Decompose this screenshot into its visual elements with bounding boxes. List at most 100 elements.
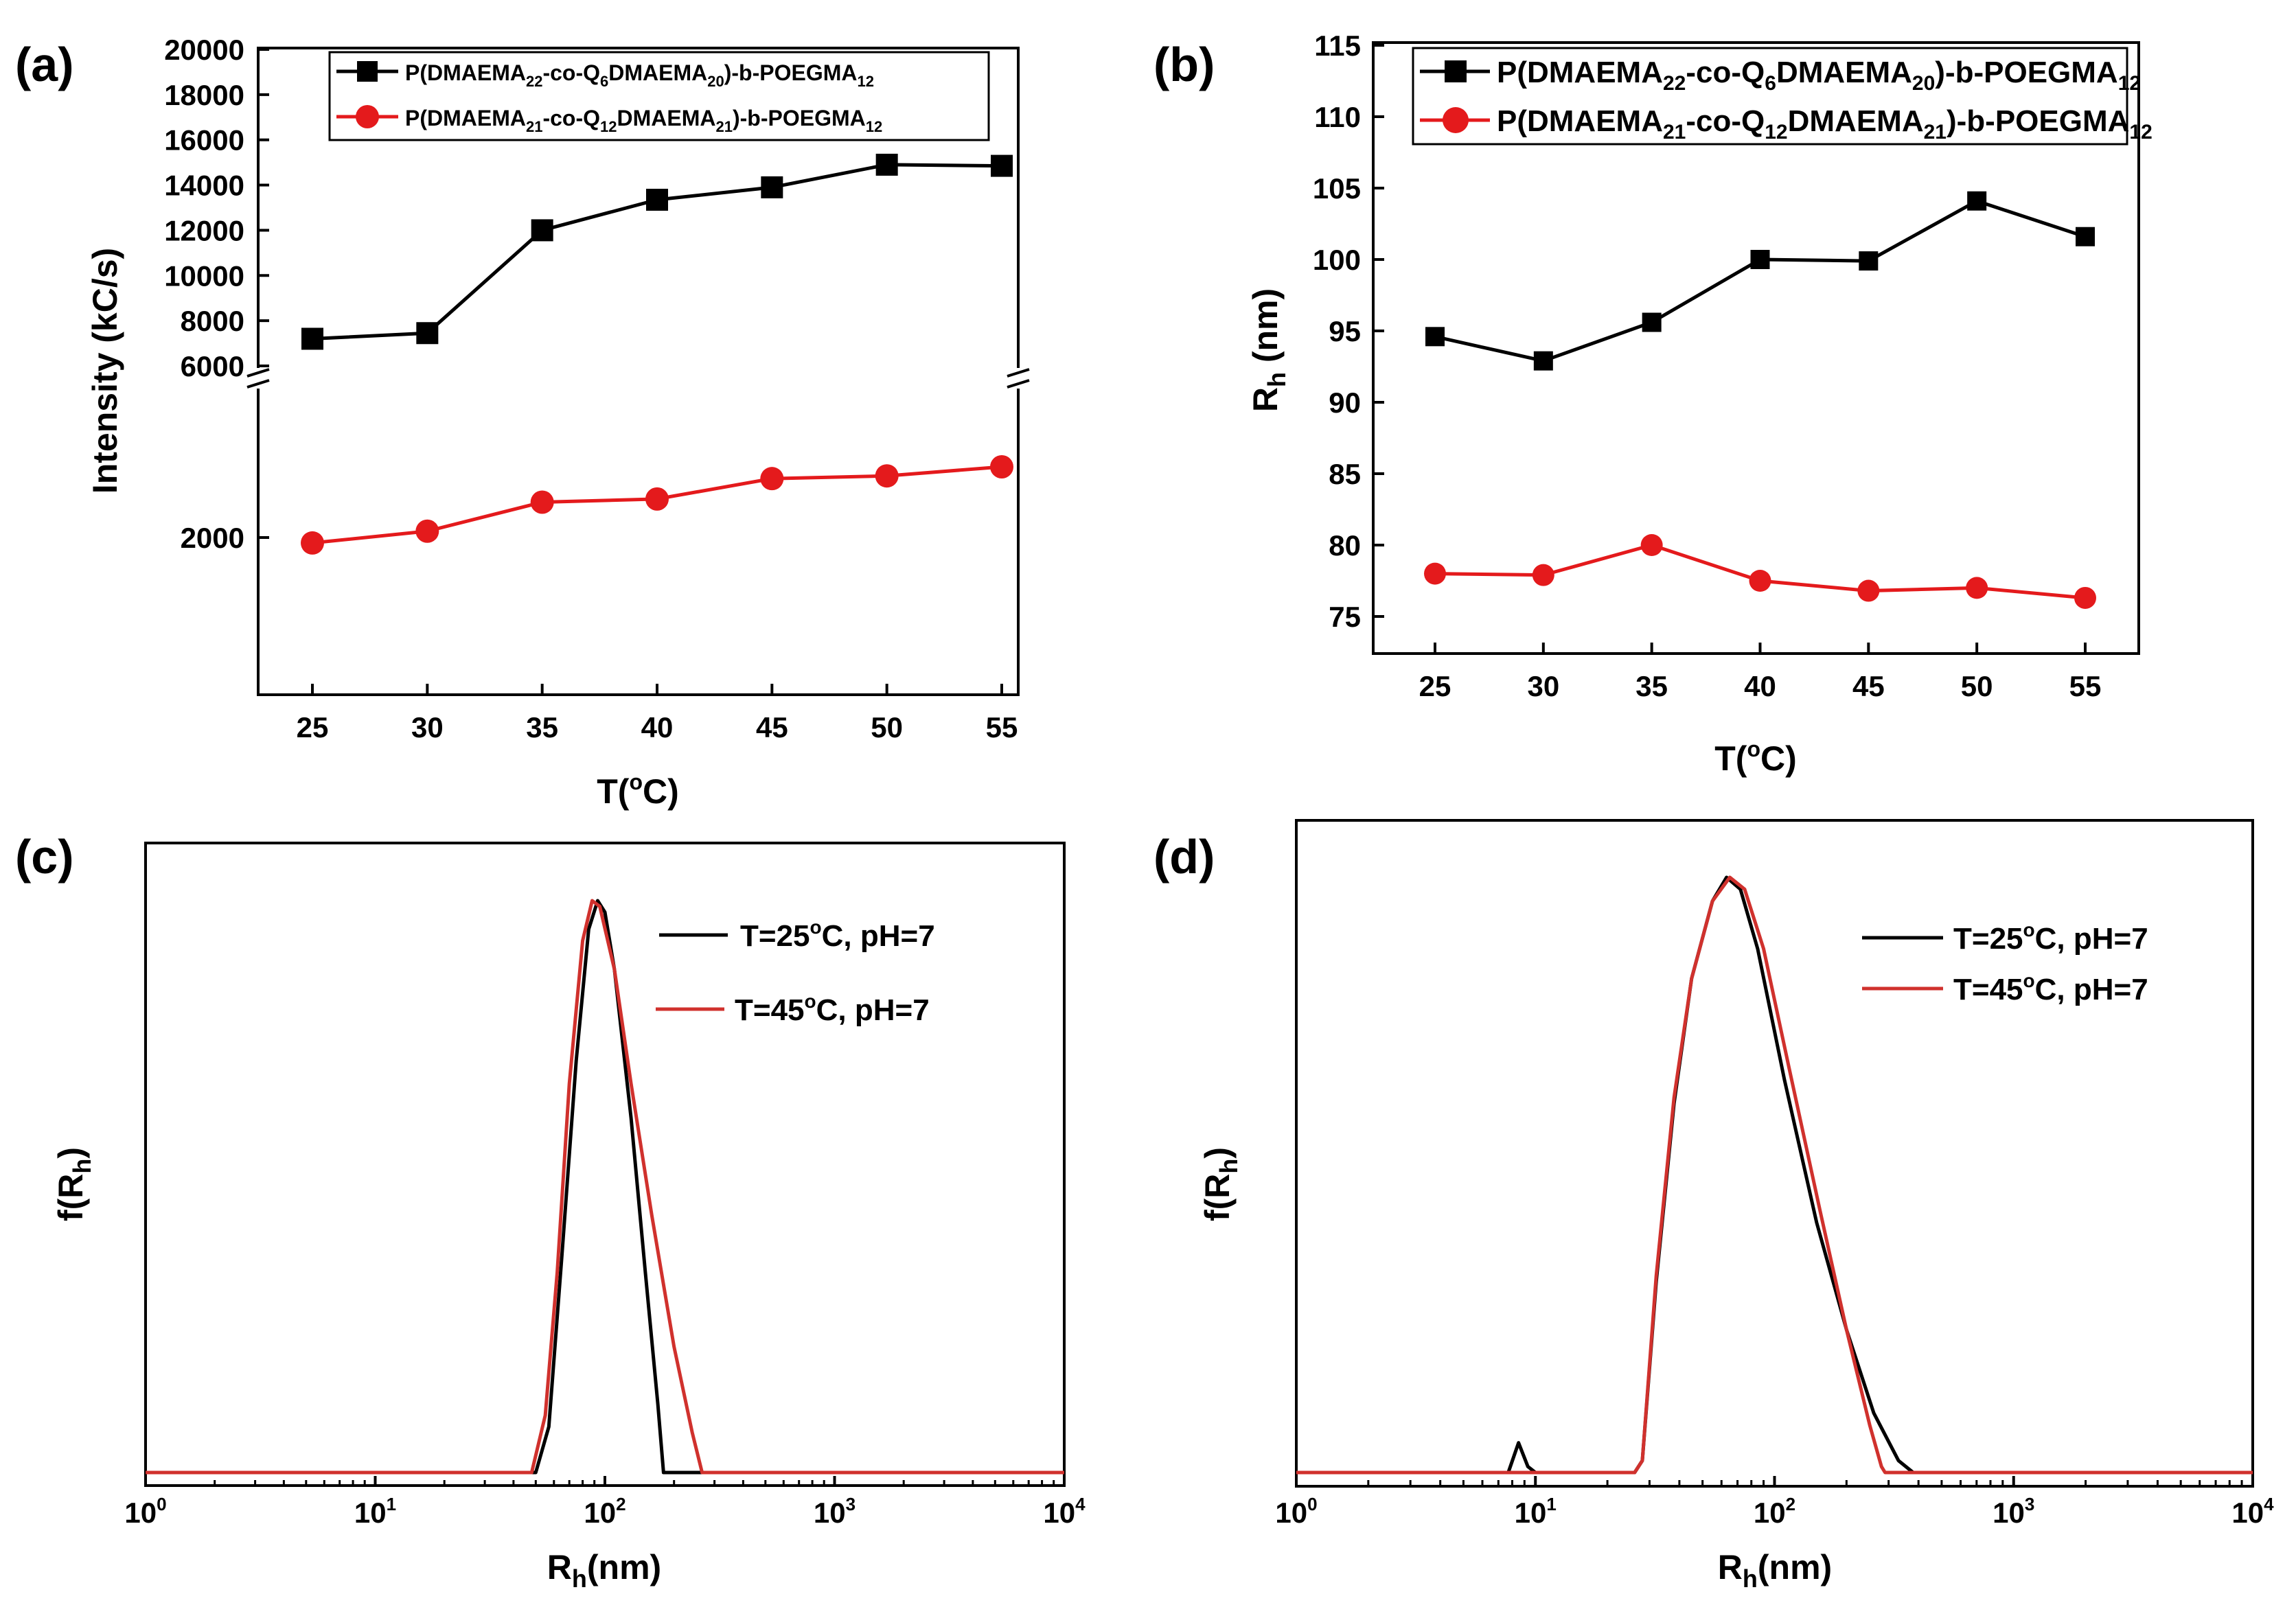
distribution-curve — [146, 899, 1064, 1475]
y-tick-label: 80 — [1329, 529, 1361, 562]
series-line — [1434, 199, 2086, 363]
distribution-curve — [1296, 875, 2253, 1475]
panel-a-xlabel: T(oC) — [597, 770, 679, 811]
data-point-square — [646, 188, 668, 211]
data-point-square — [2076, 227, 2095, 246]
data-point-square — [1750, 250, 1770, 269]
distribution-curve — [1296, 875, 2253, 1475]
panel-a-series — [301, 153, 1013, 555]
panel-b-frame — [1372, 41, 2140, 655]
legend-circle-marker — [1443, 107, 1469, 133]
panel-c-xlabel: Rh(nm) — [547, 1548, 661, 1593]
panel-b-y-ticks: 75 80 85 90 95 100 105 110 115 — [1313, 30, 1384, 633]
data-point-circle — [645, 487, 669, 511]
panel-a-frame — [257, 47, 1020, 696]
panel-b-x-ticks: 25 30 35 40 45 50 55 — [1419, 643, 2101, 702]
panel-c: (c) 100 101 102 103 104 f(Rh) Rh(nm) T=25oC,… — [15, 830, 1086, 1593]
panel-b-legend: P(DMAEMA22-co-Q6DMAEMA20)-b-POEGMA12 P(D… — [1412, 47, 2152, 146]
y-tick-label: 75 — [1329, 601, 1361, 633]
panel-a-label: (a) — [15, 38, 74, 91]
data-point-circle — [2074, 586, 2096, 609]
x-tick-label: 102 — [1754, 1494, 1795, 1529]
panel-d-frame — [1295, 819, 2254, 1488]
data-point-circle — [1966, 577, 1988, 599]
x-tick-label: 40 — [641, 711, 674, 743]
panel-d-series — [1296, 875, 2253, 1475]
x-tick-label: 50 — [871, 711, 903, 743]
panel-b-xlabel: T(oC) — [1714, 737, 1797, 778]
data-point-square — [416, 322, 439, 345]
panel-a-legend-entry-2: P(DMAEMA21-co-Q12DMAEMA21)-b-POEGMA12 — [405, 106, 882, 135]
panel-b-label: (b) — [1153, 38, 1215, 91]
x-tick-label: 103 — [1993, 1494, 2034, 1529]
panel-d-x-ticks: 100 101 102 103 104 — [1275, 1476, 2274, 1529]
y-tick-label: 90 — [1329, 386, 1361, 419]
x-tick-label: 45 — [756, 711, 788, 743]
y-tick-label: 2000 — [181, 522, 244, 554]
x-tick-label: 100 — [124, 1494, 166, 1529]
y-tick-label: 20000 — [164, 34, 244, 66]
panel-c-legend-entry-2: T=45oC, pH=7 — [735, 991, 930, 1027]
x-tick-label: 104 — [1043, 1494, 1086, 1529]
data-point-square — [1533, 351, 1553, 371]
panel-c-x-ticks: 100 101 102 103 104 — [124, 1476, 1086, 1529]
panel-c-legend-entry-1: T=25oC, pH=7 — [740, 916, 935, 953]
x-tick-label: 101 — [1515, 1494, 1557, 1529]
data-point-circle — [415, 519, 439, 543]
x-tick-label: 35 — [526, 711, 558, 743]
data-point-square — [531, 219, 553, 242]
data-point-square — [1642, 312, 1662, 332]
panel-b-legend-entry-2: P(DMAEMA21-co-Q12DMAEMA21)-b-POEGMA12 — [1497, 104, 2152, 143]
y-tick-label: 105 — [1313, 172, 1361, 205]
panel-a-x-ticks: 25 30 35 40 45 50 55 — [297, 684, 1018, 743]
y-tick-label: 18000 — [164, 79, 244, 111]
panel-c-label: (c) — [15, 830, 74, 884]
x-tick-label: 103 — [814, 1494, 856, 1529]
panel-a-legend-box — [328, 51, 990, 141]
x-tick-label: 25 — [297, 711, 329, 743]
x-tick-label: 104 — [2231, 1494, 2274, 1529]
y-tick-label: 95 — [1329, 315, 1361, 347]
data-point-square — [1425, 327, 1445, 347]
y-tick-label: 14000 — [164, 170, 244, 202]
panel-a-legend: P(DMAEMA22-co-Q6DMAEMA20)-b-POEGMA12 P(D… — [328, 51, 990, 141]
x-tick-label: 101 — [354, 1494, 396, 1529]
panel-b-ylabel: Rh (nm) — [1246, 288, 1291, 412]
y-tick-label: 100 — [1313, 244, 1361, 276]
data-point-circle — [530, 490, 554, 514]
data-point-square — [761, 176, 783, 198]
panel-b-legend-entry-1: P(DMAEMA22-co-Q6DMAEMA20)-b-POEGMA12 — [1497, 56, 2141, 95]
x-tick-label: 30 — [1527, 670, 1559, 702]
data-point-circle — [301, 531, 324, 555]
panel-a-ylabel: Intensity (kC/s) — [86, 248, 124, 494]
panel-a-y-ticks: 6000 8000 10000 12000 14000 16000 18000 20000 20… — [164, 34, 269, 554]
panel-b-series — [1424, 191, 2096, 609]
data-point-square — [875, 153, 898, 176]
panel-a-axis-break — [246, 368, 1031, 389]
y-tick-label: 6000 — [181, 350, 244, 382]
panel-b-legend-box — [1412, 47, 2128, 146]
data-point-circle — [1749, 570, 1771, 592]
panel-c-legend: T=25oC, pH=7 T=45oC, pH=7 — [656, 916, 935, 1027]
x-tick-label: 25 — [1419, 670, 1451, 702]
data-point-square — [301, 327, 323, 350]
panel-d-label: (d) — [1153, 830, 1215, 884]
panel-d-legend-entry-1: T=25oC, pH=7 — [1953, 919, 2148, 956]
distribution-curve — [146, 899, 1064, 1475]
panel-d-legend: T=25oC, pH=7 T=45oC, pH=7 — [1862, 919, 2148, 1006]
legend-square-marker — [357, 61, 378, 82]
data-point-circle — [1857, 579, 1880, 602]
y-tick-label: 85 — [1329, 458, 1361, 490]
x-tick-label: 100 — [1275, 1494, 1317, 1529]
panel-a-legend-entry-1: P(DMAEMA22-co-Q6DMAEMA20)-b-POEGMA12 — [405, 60, 874, 90]
data-point-circle — [1424, 562, 1446, 585]
panel-c-series — [146, 899, 1064, 1475]
legend-circle-marker — [356, 105, 379, 128]
panel-a: (a) 6000 8000 10000 12000 14000 16000 18000 200… — [15, 34, 1031, 811]
x-tick-label: 45 — [1852, 670, 1885, 702]
legend-square-marker — [1445, 60, 1467, 82]
data-point-square — [991, 154, 1013, 177]
panel-d-xlabel: Rh(nm) — [1718, 1548, 1832, 1593]
data-point-circle — [990, 455, 1013, 478]
